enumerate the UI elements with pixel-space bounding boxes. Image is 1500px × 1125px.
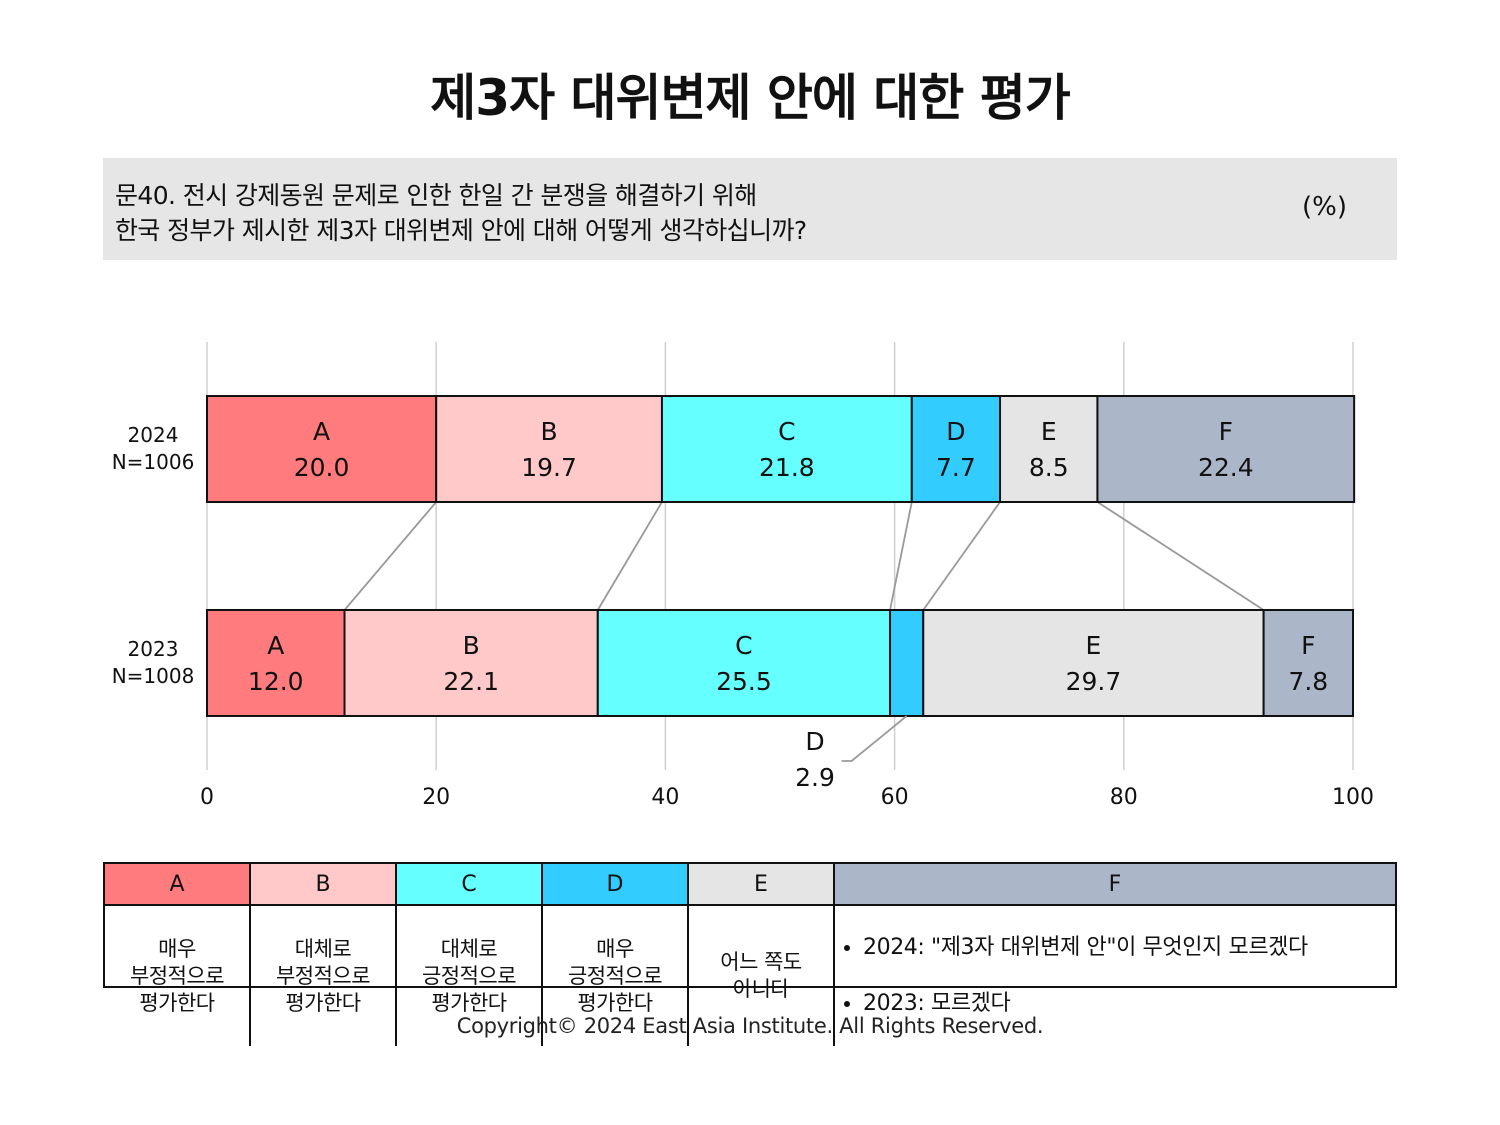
row-label-n-2023: N=1008	[112, 664, 195, 688]
bar-2023-C	[596, 609, 892, 717]
callout-category-label: D	[805, 727, 824, 756]
legend-desc-f: 2024: "제3자 대위변제 안"이 무엇인지 모르겠다 2023: 모르겠다	[835, 906, 1395, 1046]
x-tick-label-0: 0	[200, 785, 214, 810]
bar-value-label-2024-B: 19.7	[521, 453, 577, 482]
question-box: 문40. 전시 강제동원 문제로 인한 한일 간 분쟁을 해결하기 위해 한국 …	[103, 158, 1397, 260]
x-tick-label-100: 100	[1332, 785, 1374, 810]
x-tick-label-20: 20	[422, 785, 450, 810]
legend-key-b: B	[251, 864, 397, 906]
bar-2024-A	[206, 395, 438, 503]
connector-D-E	[922, 501, 1001, 611]
bar-row-2024: 2024 N=1006 A 20.0 B 19.7 C 21.8 D 7.7 E 8.5 F 22.4	[112, 395, 1356, 503]
legend-table: A B C D E F 매우 부정적으로 평가한다 대체로 부정적으로 평가한다…	[103, 862, 1397, 1046]
stacked-bar-chart: 2024N=1006A20.0B19.7C21.8D7.7E8.5F22.420…	[112, 342, 1374, 810]
bar-value-label-2024-A: 20.0	[294, 453, 350, 482]
bar-2023-D	[889, 609, 925, 717]
bar-value-label-2024-F: 22.4	[1198, 453, 1254, 482]
legend-desc-a: 매우 부정적으로 평가한다	[105, 906, 251, 1046]
legend-desc-e: 어느 쪽도 아니다	[689, 906, 835, 1046]
bar-2024-E	[999, 395, 1099, 503]
copyright: Copyright© 2024 East Asia Institute. All…	[456, 1014, 1044, 1038]
legend-desc-b: 대체로 부정적으로 평가한다	[251, 906, 397, 1046]
bar-value-label-2023-A: 12.0	[248, 667, 304, 696]
question-line-2: 한국 정부가 제시한 제3자 대위변제 안에 대해 어떻게 생각하십니까?	[115, 216, 807, 245]
bar-2023-B	[343, 609, 599, 717]
row-label-year-2024: 2024	[128, 423, 179, 447]
bar-value-label-2023-F: 7.8	[1288, 667, 1328, 696]
x-tick-label-40: 40	[651, 785, 679, 810]
legend-desc-d: 매우 긍정적으로 평가한다	[543, 906, 689, 1046]
bar-category-label-2024-C: C	[778, 417, 795, 446]
bar-2024-F	[1096, 395, 1356, 503]
x-tick-label-60: 60	[881, 785, 909, 810]
legend-key-a: A	[105, 864, 251, 906]
connector-C-D	[889, 501, 913, 611]
bar-value-label-2023-E: 29.7	[1066, 667, 1122, 696]
chart-title: 제3자 대위변제 안에 대한 평가	[430, 69, 1070, 127]
bar-row-2023: 2023 N=1008 A 12.0 B 22.1 C 25.5 E 29.7 F 7.8	[112, 609, 1355, 717]
bar-category-label-2023-E: E	[1086, 631, 1102, 660]
x-tick-label-80: 80	[1110, 785, 1138, 810]
bar-2024-D	[910, 395, 1002, 503]
bar-category-label-2024-A: A	[313, 417, 330, 446]
legend-desc-c: 대체로 긍정적으로 평가한다	[397, 906, 543, 1046]
bar-2023-E	[922, 609, 1265, 717]
callout: D 2.9	[795, 715, 908, 792]
bar-category-label-2023-B: B	[463, 631, 480, 660]
bar-category-label-2023-C: C	[735, 631, 752, 660]
bar-value-label-2024-D: 7.7	[936, 453, 976, 482]
row-label-year-2023: 2023	[128, 637, 179, 661]
bar-category-label-2023-F: F	[1301, 631, 1315, 660]
bar-2023-F	[1262, 609, 1355, 717]
bar-value-label-2023-B: 22.1	[443, 667, 499, 696]
legend-key-c: C	[397, 864, 543, 906]
bar-rows: 2024N=1006A20.0B19.7C21.8D7.7E8.5F22.420…	[112, 395, 1356, 717]
connector-E-F	[1096, 501, 1265, 611]
bar-category-label-2024-D: D	[946, 417, 965, 446]
bar-category-label-2023-A: A	[267, 631, 284, 660]
legend-key-d: D	[543, 864, 689, 906]
connector-B-C	[597, 501, 663, 611]
legend-key-f: F	[835, 864, 1395, 906]
legend-f-item-2023: 2023: 모르겠다	[863, 990, 1308, 1018]
bar-category-label-2024-F: F	[1219, 417, 1233, 446]
legend-key-e: E	[689, 864, 835, 906]
row-label-n-2024: N=1006	[112, 450, 195, 474]
connector-lines	[343, 501, 1265, 611]
connector-A-B	[343, 501, 437, 611]
bar-value-label-2023-C: 25.5	[716, 667, 772, 696]
callout-value-label: 2.9	[795, 763, 835, 792]
legend-f-item-2024: 2024: "제3자 대위변제 안"이 무엇인지 모르겠다	[863, 934, 1308, 962]
bar-2023-A	[206, 609, 346, 717]
bar-value-label-2024-E: 8.5	[1029, 453, 1069, 482]
bar-category-label-2024-B: B	[541, 417, 558, 446]
bar-value-label-2024-C: 21.8	[759, 453, 815, 482]
bar-category-label-2024-E: E	[1041, 417, 1057, 446]
bar-2024-C	[660, 395, 913, 503]
callout-leader-line	[841, 715, 908, 762]
unit-label: (%)	[1302, 192, 1347, 222]
bar-2024-B	[435, 395, 663, 503]
x-axis-ticks: 0 20 40 60 80 100	[200, 785, 1374, 810]
question-line-1: 문40. 전시 강제동원 문제로 인한 한일 간 분쟁을 해결하기 위해	[115, 181, 757, 210]
